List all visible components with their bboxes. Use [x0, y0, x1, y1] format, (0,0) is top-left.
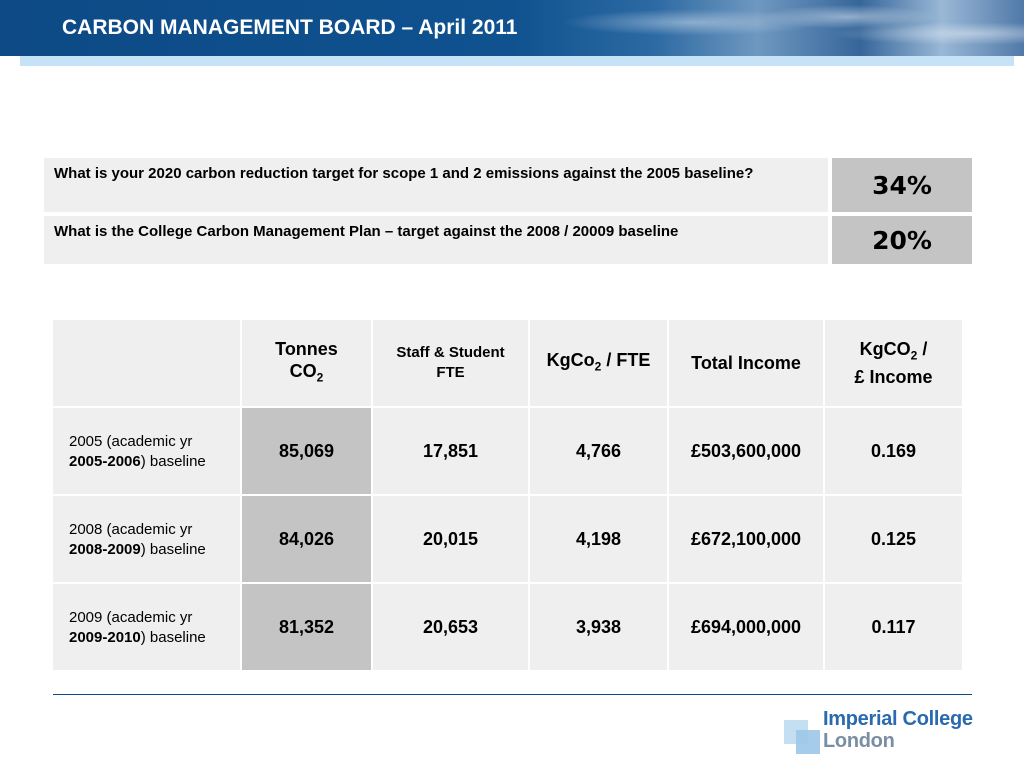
cell-tonnes: 84,026 [242, 496, 371, 582]
cell-kg-fte: 4,766 [530, 408, 667, 494]
cell-kg-fte: 4,198 [530, 496, 667, 582]
logo-squares-icon [784, 720, 822, 754]
cell-income: £503,600,000 [669, 408, 823, 494]
target-question: What is the College Carbon Management Pl… [44, 216, 828, 264]
targets-table: What is your 2020 carbon reduction targe… [44, 158, 972, 264]
header-kgco2-per-income: KgCO2 / £ Income [825, 320, 962, 406]
cell-kg-fte: 3,938 [530, 584, 667, 670]
logo-text-line1: Imperial College [823, 708, 973, 730]
header-kgco2-per-fte: KgCo2 / FTE [530, 320, 667, 406]
table-row: 2008 (academic yr 2008-2009) baseline 84,… [53, 496, 962, 582]
cell-income: £694,000,000 [669, 584, 823, 670]
table-header-row: Tonnes CO2 Staff & Student FTE KgCo2 / F… [53, 320, 962, 406]
logo-text-line2: London [823, 730, 895, 752]
row-label: 2008 (academic yr 2008-2009) baseline [53, 496, 240, 582]
cell-income: £672,100,000 [669, 496, 823, 582]
emissions-table: Tonnes CO2 Staff & Student FTE KgCo2 / F… [51, 318, 964, 672]
table-row: 2009 (academic yr 2009-2010) baseline 81,… [53, 584, 962, 670]
cell-kg-income: 0.117 [825, 584, 962, 670]
header-photo [564, 0, 1024, 56]
target-row: What is your 2020 carbon reduction targe… [44, 158, 972, 212]
header-fte: Staff & Student FTE [373, 320, 528, 406]
empty-header-cell [53, 320, 240, 406]
table-row: 2005 (academic yr 2005-2006) baseline 85,… [53, 408, 962, 494]
cell-tonnes: 81,352 [242, 584, 371, 670]
cell-kg-income: 0.169 [825, 408, 962, 494]
imperial-college-logo: Imperial College London [784, 708, 974, 758]
cell-kg-income: 0.125 [825, 496, 962, 582]
cell-fte: 17,851 [373, 408, 528, 494]
target-question: What is your 2020 carbon reduction targe… [44, 158, 828, 212]
target-answer: 20% [832, 216, 972, 264]
page-title: CARBON MANAGEMENT BOARD – April 2011 [62, 16, 518, 39]
row-label: 2009 (academic yr 2009-2010) baseline [53, 584, 240, 670]
header-accent-strip [20, 56, 1014, 66]
cell-fte: 20,653 [373, 584, 528, 670]
cell-fte: 20,015 [373, 496, 528, 582]
row-label: 2005 (academic yr 2005-2006) baseline [53, 408, 240, 494]
footer-divider [53, 694, 972, 695]
header-tonnes-co2: Tonnes CO2 [242, 320, 371, 406]
header-total-income: Total Income [669, 320, 823, 406]
target-row: What is the College Carbon Management Pl… [44, 216, 972, 264]
cell-tonnes: 85,069 [242, 408, 371, 494]
target-answer: 34% [832, 158, 972, 212]
header-banner: CARBON MANAGEMENT BOARD – April 2011 [0, 0, 1024, 56]
